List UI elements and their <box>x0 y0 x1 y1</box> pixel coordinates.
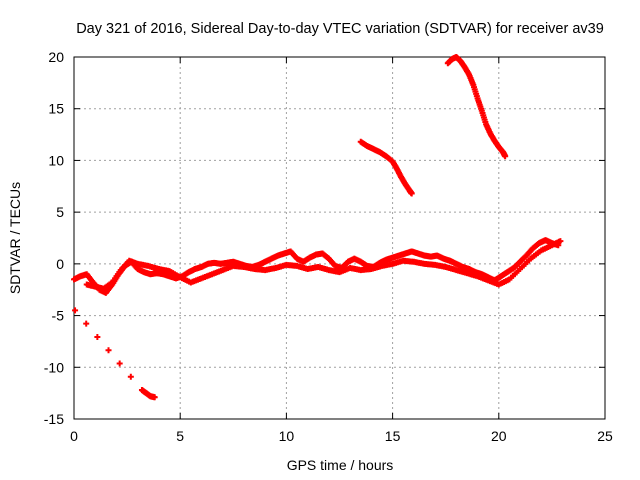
data-point <box>72 307 79 314</box>
x-tick-label: 0 <box>70 428 78 444</box>
data-point <box>502 153 509 160</box>
y-tick-label: -5 <box>52 308 65 324</box>
y-axis-label: SDTVAR / TECUs <box>7 182 23 294</box>
y-tick-label: 5 <box>56 204 64 220</box>
data-point <box>151 394 158 401</box>
data-point <box>94 333 101 340</box>
x-tick-label: 25 <box>597 428 613 444</box>
data-point <box>116 360 123 367</box>
plot-frame <box>73 56 606 420</box>
x-tick-label: 20 <box>491 428 507 444</box>
x-tick-label: 15 <box>385 428 401 444</box>
y-tick-label: 10 <box>48 152 64 168</box>
grid-lines <box>74 57 605 419</box>
x-axis-label: GPS time / hours <box>287 457 394 473</box>
data-point <box>105 347 112 354</box>
x-tick-label: 5 <box>176 428 184 444</box>
y-tick-label: 20 <box>48 49 64 65</box>
x-tick-label: 10 <box>279 428 295 444</box>
y-tick-label: -15 <box>44 411 64 427</box>
y-tick-label: 15 <box>48 101 64 117</box>
data-point <box>408 190 415 197</box>
data-points <box>71 54 564 401</box>
data-point <box>557 238 564 245</box>
y-tick-label: 0 <box>56 256 64 272</box>
y-tick-label: -10 <box>44 359 64 375</box>
axis-ticks: 0 5 10 15 20 25 -15 -10 -5 0 5 10 15 20 <box>44 49 613 444</box>
chart-title: Day 321 of 2016, Sidereal Day-to-day VTE… <box>76 21 604 37</box>
data-point <box>127 373 134 380</box>
data-point <box>83 320 90 327</box>
